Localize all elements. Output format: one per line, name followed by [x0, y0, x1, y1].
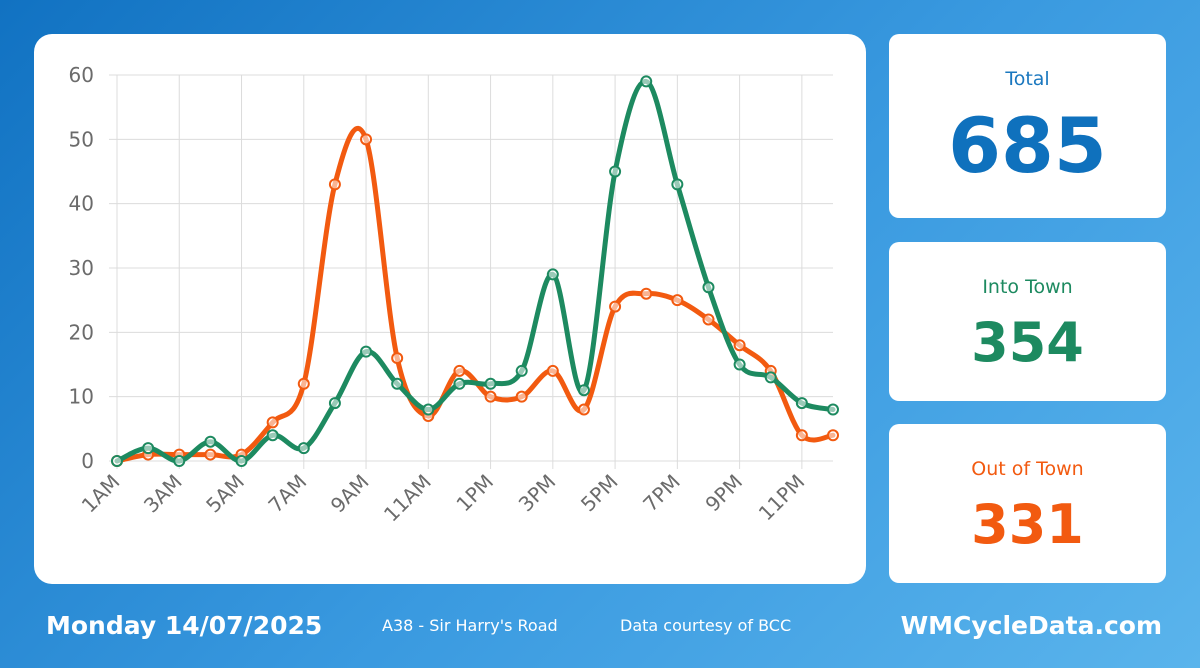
data-point-into — [733, 358, 746, 371]
data-point-into — [297, 442, 310, 455]
x-tick-label: 5AM — [201, 470, 249, 518]
data-point-into — [328, 397, 341, 410]
data-point-out — [546, 364, 559, 377]
data-point-into — [795, 397, 808, 410]
footer-credit: Data courtesy of BCC — [620, 616, 792, 635]
y-tick-label: 60 — [69, 63, 94, 87]
data-point-into — [235, 455, 248, 467]
series-into — [111, 75, 839, 467]
y-tick-label: 30 — [69, 256, 94, 280]
data-point-out — [733, 339, 746, 352]
series-line-into — [114, 78, 836, 464]
x-tick-label: 11PM — [754, 470, 810, 526]
data-point-into — [391, 377, 404, 390]
data-point-out — [266, 416, 279, 429]
x-tick-label: 7AM — [263, 470, 311, 518]
series-out — [111, 125, 839, 467]
x-tick-label: 1AM — [77, 470, 125, 518]
chart-card: 0 10 20 30 40 50 60 1AM 3AM 5AM 7AM 9AM 11AM 1PM 3PM 5P… — [34, 34, 866, 584]
data-point-into — [266, 429, 279, 442]
data-point-into — [204, 435, 217, 448]
into-town-card: Into Town 354 — [889, 242, 1166, 401]
data-point-out — [391, 352, 404, 365]
data-point-into — [111, 455, 123, 467]
data-point-into — [609, 165, 622, 178]
data-point-out — [702, 313, 715, 326]
data-point-out — [484, 390, 497, 403]
data-point-into — [484, 377, 497, 390]
y-tick-label: 10 — [69, 385, 94, 409]
data-point-into — [640, 75, 653, 88]
data-point-into — [422, 403, 435, 416]
data-point-into — [142, 442, 155, 455]
footer-date: Monday 14/07/2025 — [46, 611, 323, 640]
x-tick-label: 3PM — [514, 470, 561, 517]
x-tick-label: 9PM — [700, 470, 747, 517]
x-tick-label: 5PM — [576, 470, 623, 517]
data-point-out — [515, 390, 528, 403]
data-point-out — [609, 300, 622, 313]
total-card: Total 685 — [889, 34, 1166, 218]
out-of-town-value: 331 — [971, 493, 1084, 556]
data-point-into — [577, 384, 590, 397]
data-point-into — [453, 377, 466, 390]
data-point-out — [827, 429, 839, 442]
data-point-out — [328, 178, 341, 191]
x-tick-label: 9AM — [326, 470, 374, 518]
data-point-out — [204, 448, 217, 461]
data-point-out — [671, 294, 684, 307]
data-point-into — [515, 364, 528, 377]
into-town-value: 354 — [971, 311, 1084, 374]
data-point-into — [764, 371, 777, 384]
data-point-out — [453, 364, 466, 377]
hourly-flow-chart: 0 10 20 30 40 50 60 1AM 3AM 5AM 7AM 9AM 11AM 1PM 3PM 5P… — [69, 63, 839, 527]
y-tick-label: 50 — [69, 127, 94, 151]
y-tick-label: 40 — [69, 192, 94, 216]
out-of-town-card: Out of Town 331 — [889, 424, 1166, 583]
data-point-out — [795, 429, 808, 442]
data-point-out — [577, 403, 590, 416]
x-tick-label: 7PM — [638, 470, 685, 517]
footer-location: A38 - Sir Harry's Road — [382, 616, 558, 635]
x-tick-label: 11AM — [379, 470, 436, 527]
into-town-label: Into Town — [982, 276, 1073, 298]
x-tick-label: 1PM — [451, 470, 498, 517]
data-point-into — [173, 455, 186, 467]
total-value: 685 — [948, 101, 1107, 190]
total-label: Total — [1005, 68, 1050, 90]
data-point-into — [546, 268, 559, 281]
data-point-into — [702, 281, 715, 294]
y-tick-label: 0 — [81, 449, 94, 473]
series-line-out — [114, 125, 836, 464]
data-point-out — [640, 287, 653, 300]
x-tick-label: 3AM — [139, 470, 187, 518]
data-point-into — [360, 345, 373, 358]
data-point-out — [360, 133, 373, 146]
data-point-into — [671, 178, 684, 191]
footer-site-link[interactable]: WMCycleData.com — [900, 611, 1162, 640]
y-tick-label: 20 — [69, 320, 94, 344]
out-of-town-label: Out of Town — [971, 458, 1084, 480]
data-point-into — [827, 403, 839, 416]
data-point-out — [297, 377, 310, 390]
